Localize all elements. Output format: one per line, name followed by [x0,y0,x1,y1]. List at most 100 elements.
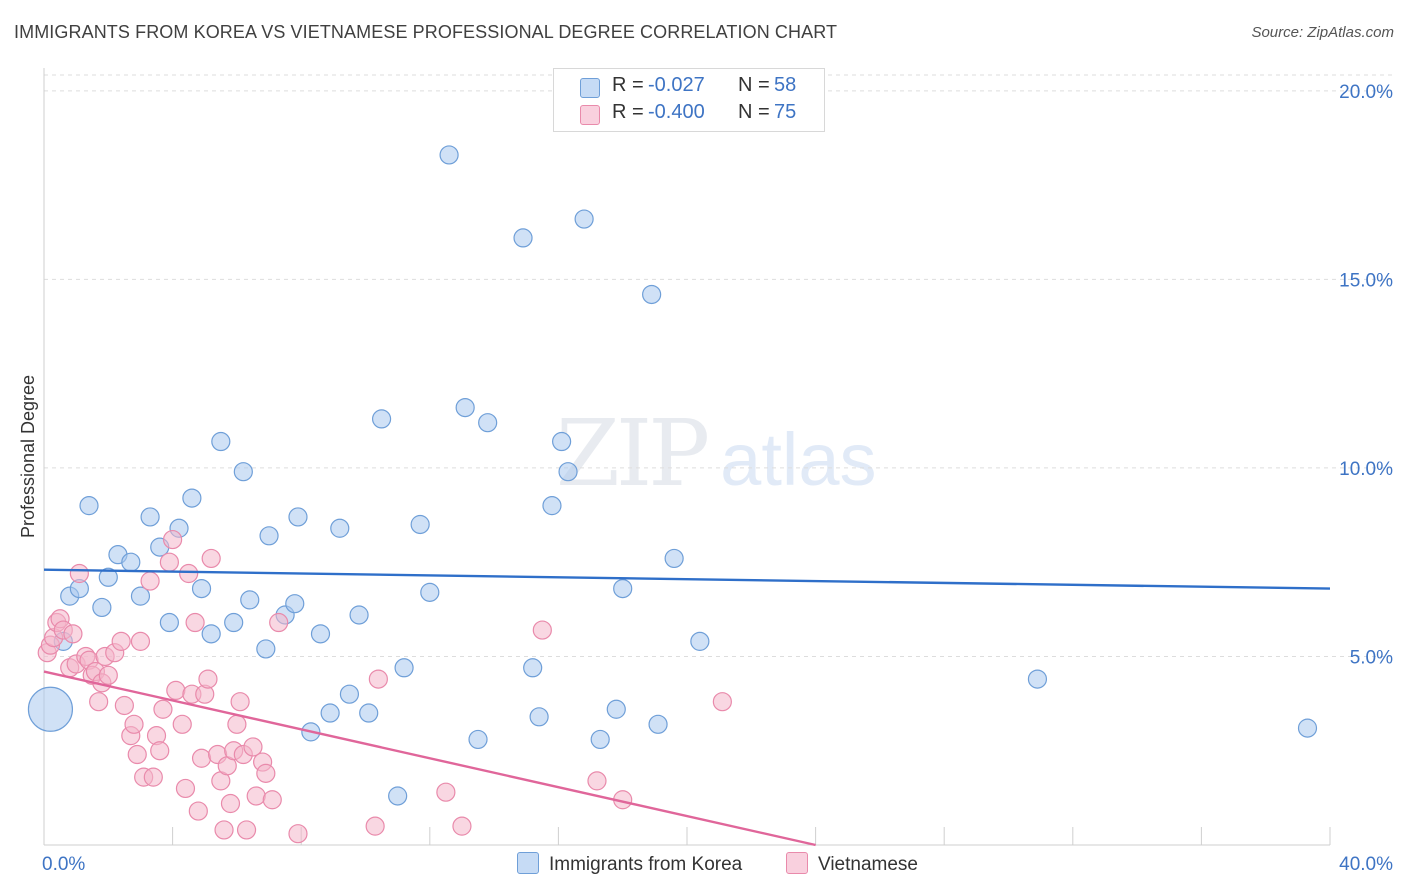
legend-r-value: -0.400 [648,101,705,123]
korea-point [191,578,212,599]
y-axis-label: Professional Degree [18,375,38,538]
vietnamese-point [227,714,247,734]
vietnamese-point [269,612,289,633]
series-swatch-vietnamese [786,852,808,874]
vietnamese-point [63,624,83,644]
x-tick-label: 0.0% [42,854,85,875]
korea-point [140,507,160,527]
korea-point [98,567,118,587]
vietnamese-point [368,669,388,689]
korea-point [606,699,626,719]
korea-point [159,612,179,633]
legend-swatch-vietnamese [580,105,600,125]
korea-point [310,624,331,644]
korea-point [359,703,379,723]
series-swatch-korea [517,852,539,874]
legend-n-label: N = [738,74,770,96]
vietnamese-trend-line [43,670,816,847]
korea-trend-line [43,568,1331,590]
korea-point [542,496,562,516]
y-tick-label: 15.0% [1339,270,1393,291]
vietnamese-point [130,631,151,651]
korea-point [1297,718,1318,738]
korea-point [529,707,549,727]
korea-point [288,507,308,527]
series-legend-vietnamese[interactable]: Vietnamese [786,852,918,876]
korea-point [690,631,710,651]
korea-point [259,526,279,546]
vietnamese-point [243,737,263,757]
korea-point [394,658,414,678]
series-label-vietnamese: Vietnamese [818,854,918,875]
vietnamese-point [262,790,282,810]
vietnamese-point [532,620,552,640]
korea-point [79,496,99,516]
correlation-legend: R = -0.027 N = 58 R = -0.400 N = 75 [553,68,825,132]
korea-point [211,431,231,452]
series-label-korea: Immigrants from Korea [549,854,743,875]
vietnamese-point [256,763,276,783]
vietnamese-point [365,816,385,836]
korea-point [664,548,684,569]
vietnamese-point [288,824,308,844]
vietnamese-point [236,820,257,840]
vietnamese-point [712,692,732,712]
watermark: ZIP atlas [556,400,876,507]
korea-point [552,431,572,452]
vietnamese-point [188,801,208,821]
vietnamese-point [143,767,163,787]
korea-point [420,582,440,602]
legend-n-value: 75 [774,101,797,123]
legend-n-value: 58 [774,74,797,96]
korea-point [513,228,533,248]
vietnamese-point [214,820,234,840]
vietnamese-point [89,692,109,712]
vietnamese-point [452,816,472,836]
legend-r-label: R = [612,101,644,123]
korea-point [388,786,408,806]
legend-swatch-korea [580,78,600,98]
korea-point [339,684,360,704]
source-label: Source: ZipAtlas.com [1251,24,1394,41]
vietnamese-point [230,692,250,712]
korea-point [439,145,459,165]
korea-point [642,284,662,305]
chart-title: IMMIGRANTS FROM KOREA VS VIETNAMESE PROF… [14,22,838,42]
vietnamese-point [185,612,205,633]
vietnamese-point [172,714,192,734]
vietnamese-point [114,695,134,716]
vietnamese-point [69,563,89,584]
korea-point [574,209,594,229]
korea-point [410,514,430,535]
watermark-zip: ZIP [556,400,710,507]
korea-point [201,624,221,644]
vietnamese-point [153,699,173,719]
korea-point [455,397,475,418]
vietnamese-point [220,793,241,814]
vietnamese-point [246,786,266,806]
korea-point [224,612,244,633]
korea-point [330,518,350,538]
vietnamese-point [587,771,607,791]
korea-point [121,552,141,572]
vietnamese-point [198,669,218,689]
korea-point [92,597,112,618]
series-legend-korea[interactable]: Immigrants from Korea [517,852,742,876]
watermark-atlas: atlas [720,418,877,501]
y-tick-label: 5.0% [1350,647,1393,668]
korea-point [1027,669,1048,689]
korea-point [233,462,253,482]
vietnamese-point [436,782,456,802]
legend-r-label: R = [612,74,644,96]
legend-row-korea: R = -0.027 N = 58 [554,74,824,100]
vietnamese-point [191,748,212,768]
korea-point [285,594,305,614]
korea-point [648,714,668,734]
vietnamese-point [127,744,147,765]
legend-row-vietnamese: R = -0.400 N = 75 [554,101,824,127]
vietnamese-point [163,529,183,550]
vietnamese-point [179,563,199,584]
legend-n-label: N = [738,101,770,123]
y-tick-label: 20.0% [1339,82,1393,103]
